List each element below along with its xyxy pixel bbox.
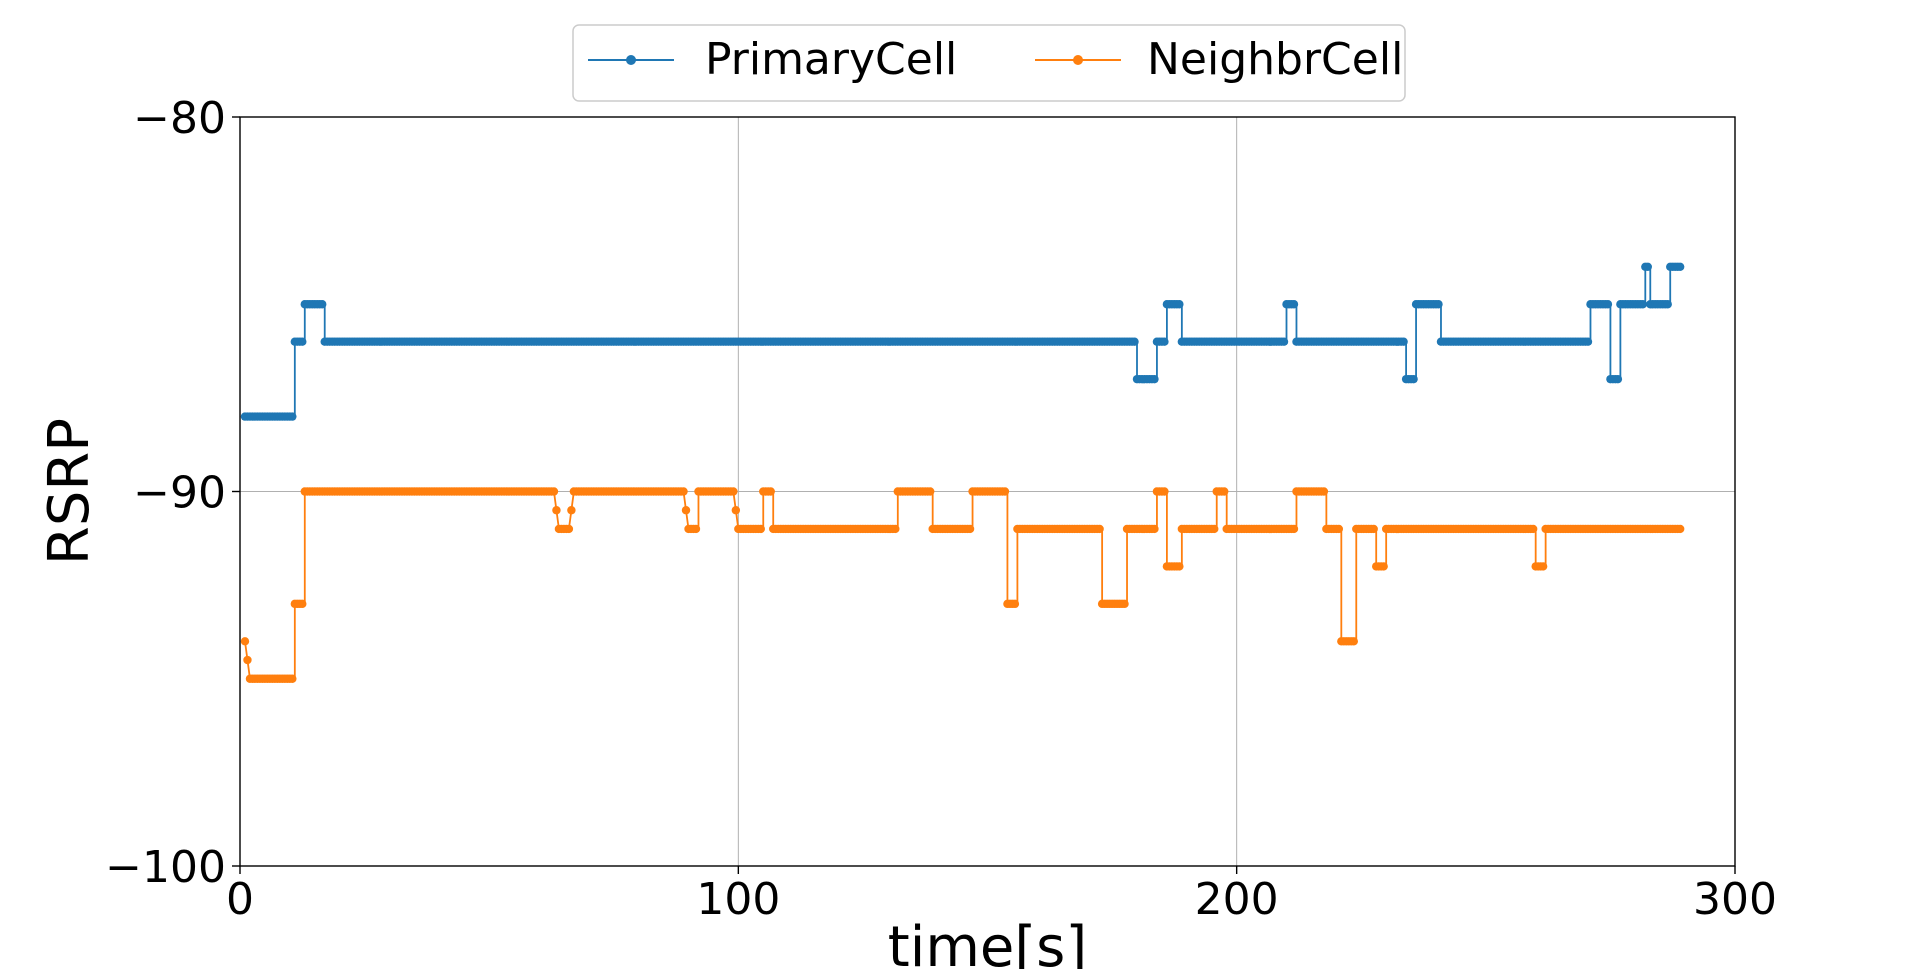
data-point: [756, 524, 765, 534]
axis-ticks: 0 100 200 300 −100 −90 −80: [105, 93, 1777, 925]
series-layer: [240, 262, 1685, 683]
data-point: [1349, 637, 1358, 646]
data-point: [891, 524, 900, 534]
data-point: [1095, 524, 1104, 534]
data-point: [1675, 524, 1685, 534]
data-point: [691, 524, 701, 534]
data-point: [1643, 262, 1652, 271]
y-tick-label: −100: [105, 842, 226, 893]
data-point: [243, 655, 252, 665]
data-point: [1538, 562, 1548, 571]
data-point: [1409, 374, 1418, 384]
data-point: [766, 487, 775, 496]
data-point: [1210, 524, 1219, 534]
series-PrimaryCell: [240, 262, 1685, 421]
data-point: [1130, 337, 1139, 346]
data-point: [1369, 524, 1378, 534]
data-point: [1175, 300, 1184, 309]
data-point: [1289, 524, 1299, 534]
y-tick-label: −80: [133, 93, 226, 144]
data-point: [318, 300, 327, 309]
legend-entry: NeighbrCell: [1035, 34, 1403, 85]
data-point: [729, 487, 738, 496]
data-point: [1150, 524, 1159, 534]
y-axis-label: RSRP: [37, 418, 102, 565]
data-point: [1150, 374, 1159, 384]
legend-marker: [1073, 55, 1083, 65]
data-point: [1289, 300, 1299, 309]
data-point: [1638, 300, 1648, 309]
data-point: [567, 506, 576, 515]
data-point: [1220, 487, 1229, 496]
x-tick-label: 0: [226, 874, 254, 925]
data-point: [549, 487, 559, 496]
legend: PrimaryCell NeighbrCell: [572, 24, 1406, 102]
data-point: [564, 524, 574, 534]
data-point: [1319, 487, 1329, 496]
data-point: [1603, 300, 1613, 309]
series-NeighbrCell: [240, 487, 1685, 683]
data-point: [552, 506, 561, 515]
legend-label: NeighbrCell: [1147, 34, 1403, 85]
data-point: [1175, 562, 1184, 571]
data-point: [1334, 524, 1344, 534]
data-point: [288, 412, 297, 421]
data-point: [1613, 374, 1623, 384]
legend-entry: PrimaryCell: [588, 34, 957, 85]
data-point: [298, 599, 307, 609]
legend-box: [572, 24, 1406, 102]
legend-marker: [626, 55, 636, 65]
data-point: [1675, 262, 1685, 271]
data-point: [1279, 337, 1289, 346]
data-point: [1000, 487, 1010, 496]
data-point: [1160, 487, 1169, 496]
data-point: [731, 506, 741, 515]
data-point: [1379, 562, 1388, 571]
data-point: [679, 487, 688, 496]
data-point: [1160, 337, 1169, 346]
x-tick-label: 100: [696, 874, 780, 925]
x-tick-label: 300: [1693, 874, 1777, 925]
data-point: [1399, 337, 1408, 346]
x-axis-label: time[s]: [888, 915, 1087, 969]
data-point: [288, 674, 297, 683]
data-point: [298, 337, 307, 346]
data-point: [1120, 599, 1129, 609]
y-tick-label: −90: [133, 468, 226, 519]
data-point: [1663, 300, 1672, 309]
data-point: [1583, 337, 1593, 346]
data-point: [1434, 300, 1443, 309]
data-point: [965, 524, 975, 534]
data-point: [925, 487, 935, 496]
legend-label: PrimaryCell: [705, 34, 957, 85]
legend-entries: PrimaryCell NeighbrCell: [588, 34, 1403, 85]
data-point: [681, 506, 691, 515]
series-line: [244, 490, 1681, 680]
data-point: [1010, 599, 1020, 609]
x-tick-label: 200: [1195, 874, 1279, 925]
data-point: [1528, 524, 1538, 534]
data-point: [240, 637, 250, 646]
